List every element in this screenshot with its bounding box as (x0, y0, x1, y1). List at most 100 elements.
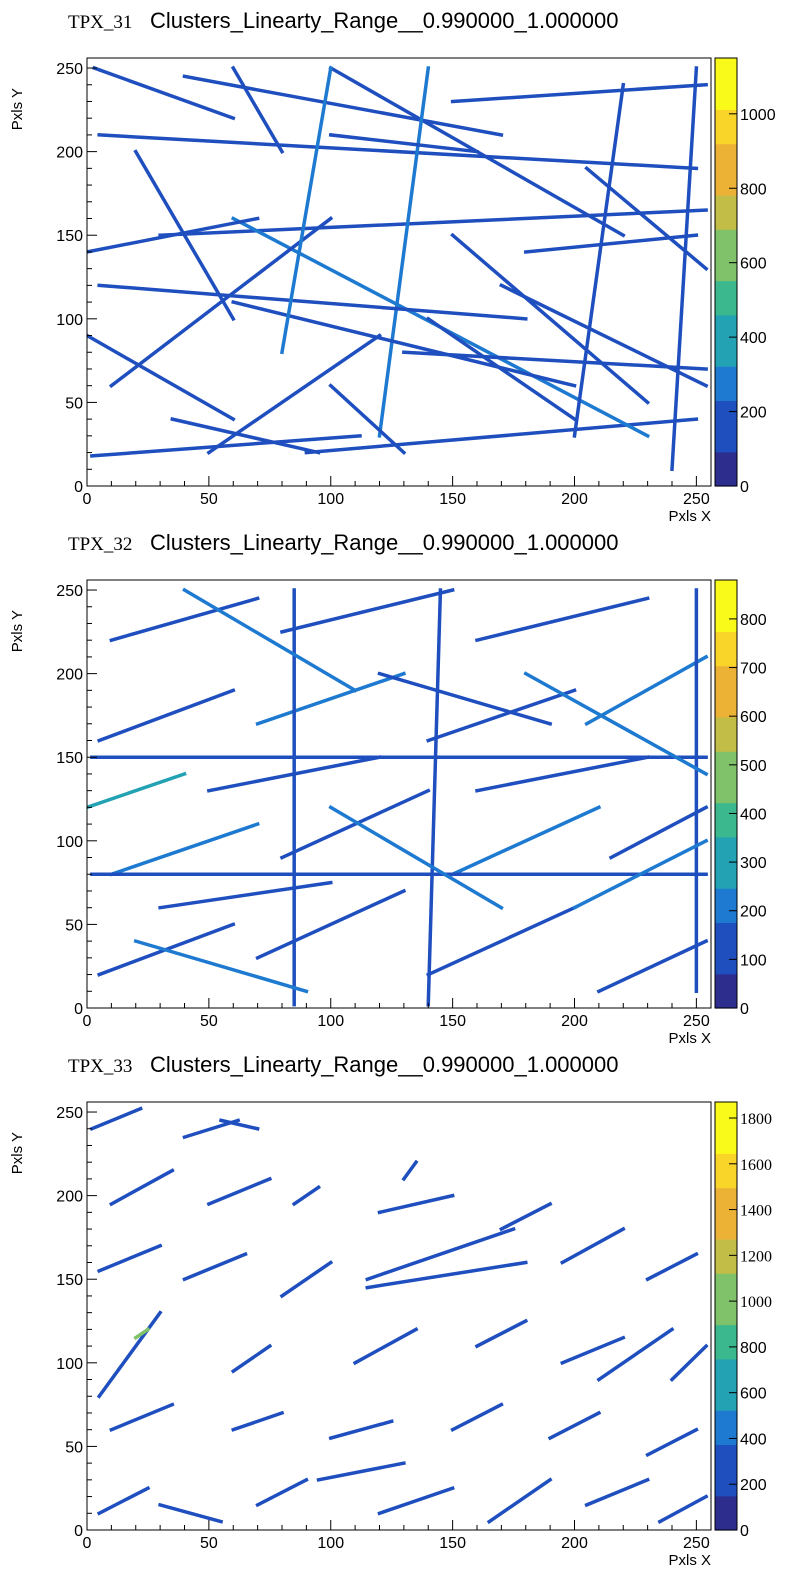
palette-band (715, 1427, 737, 1445)
x-tick-label: 100 (317, 491, 344, 508)
cluster-track (645, 1427, 699, 1458)
palette-band (715, 263, 737, 282)
cluster-track (377, 66, 431, 438)
cluster-track (474, 755, 650, 793)
histogram-panel: TPX_31 Clusters_Linearty_Range__0.990000… (9, 8, 776, 525)
cluster-track (425, 316, 577, 422)
cluster-track (316, 1461, 406, 1482)
cluster-track (560, 1335, 626, 1366)
x-tick-label: 50 (200, 1013, 218, 1030)
palette-band (715, 194, 737, 213)
palette-tick-label: 800 (740, 1340, 767, 1357)
y-tick-label: 150 (56, 750, 83, 767)
y-tick-label: 200 (56, 1189, 83, 1206)
cluster-track (450, 82, 708, 104)
y-tick-label: 150 (56, 1272, 83, 1289)
cluster-track (230, 1343, 273, 1374)
palette-band (715, 1102, 737, 1120)
cluster-track (499, 1201, 553, 1232)
cluster-track (352, 1326, 419, 1366)
palette-band (715, 905, 737, 923)
palette-band (715, 1136, 737, 1154)
y-tick-label: 250 (56, 583, 83, 600)
panel-title: Clusters_Linearty_Range__0.990000_1.0000… (150, 530, 618, 555)
tracks-layer (87, 65, 709, 472)
palette-band (715, 888, 737, 906)
cluster-track (328, 383, 407, 456)
palette-band (715, 92, 737, 110)
palette-tick-label: 800 (740, 181, 767, 198)
x-tick-label: 50 (200, 1535, 218, 1552)
cluster-track (109, 1402, 175, 1432)
y-axis-label: Pxls Y (9, 88, 26, 130)
cluster-track (108, 1168, 175, 1207)
cluster-track (96, 1243, 163, 1274)
cluster-track (584, 165, 709, 272)
cluster-track (231, 299, 577, 388)
palette-band (715, 126, 737, 145)
cluster-track (474, 1318, 529, 1349)
palette-band (715, 682, 737, 701)
tracks-layer (87, 587, 709, 1007)
palette-tick-label: 700 (740, 661, 767, 678)
y-axis: 0 50 100 150 200 250 (56, 1105, 97, 1540)
palette-band (715, 990, 737, 1009)
palette-band (715, 331, 737, 350)
palette-band (715, 922, 737, 941)
cluster-track (657, 1494, 709, 1525)
palette-band (715, 871, 737, 889)
histogram-panel: TPX_32 Clusters_Linearty_Range__0.990000… (9, 530, 767, 1047)
palette-band (715, 699, 737, 718)
palette-band (715, 597, 737, 615)
palette-band (715, 280, 737, 299)
cluster-track (304, 417, 699, 455)
x-tick-label: 0 (83, 1013, 92, 1030)
cluster-track (328, 804, 504, 911)
palette-band (715, 1256, 737, 1274)
plot-frame (86, 1101, 712, 1531)
palette-band (715, 1478, 737, 1497)
y-tick-label: 0 (74, 1001, 83, 1018)
palette-band (715, 956, 737, 975)
palette-tick-label: 200 (740, 405, 767, 422)
cluster-track (450, 805, 602, 877)
x-axis: 0 50 100 150 200 250 (83, 1520, 710, 1552)
palette-tick-label: 500 (740, 758, 767, 775)
x-tick-label: 250 (683, 491, 710, 508)
cluster-track (182, 587, 358, 693)
palette-tick-label: 400 (740, 1431, 767, 1448)
y-tick-label: 50 (65, 395, 83, 412)
cluster-track (89, 433, 362, 458)
x-tick-label: 100 (317, 1013, 344, 1030)
palette-band (715, 349, 737, 367)
palette-band (715, 1119, 737, 1137)
palette-band (715, 580, 737, 598)
plot-area (87, 1102, 711, 1530)
palette-frame (714, 579, 738, 1009)
palette-band (715, 366, 737, 384)
cluster-track (474, 596, 650, 643)
y-tick-label: 250 (56, 61, 83, 78)
palette-band (715, 734, 737, 752)
cluster-track (133, 149, 236, 322)
color-scale: 0 100 200 300 400 500 600 700 800 (714, 579, 767, 1018)
cluster-track (109, 596, 260, 643)
cluster-track (108, 216, 334, 389)
y-tick-label: 0 (74, 1523, 83, 1540)
cluster-track (133, 1326, 151, 1341)
cluster-track (182, 1251, 248, 1282)
palette-band (715, 614, 737, 632)
cluster-track (559, 1226, 626, 1265)
y-tick-label: 100 (56, 834, 83, 851)
palette-tick-label: 200 (740, 904, 767, 921)
palette-band (715, 648, 737, 667)
x-tick-label: 250 (683, 1013, 710, 1030)
cluster-track (206, 755, 382, 793)
palette-band (715, 1273, 737, 1291)
palette-band (715, 143, 737, 162)
plot-frame (86, 579, 712, 1009)
palette-band (715, 1221, 737, 1240)
palette-band (715, 1170, 737, 1189)
cluster-track (96, 1485, 151, 1516)
palette-band (715, 1375, 737, 1394)
